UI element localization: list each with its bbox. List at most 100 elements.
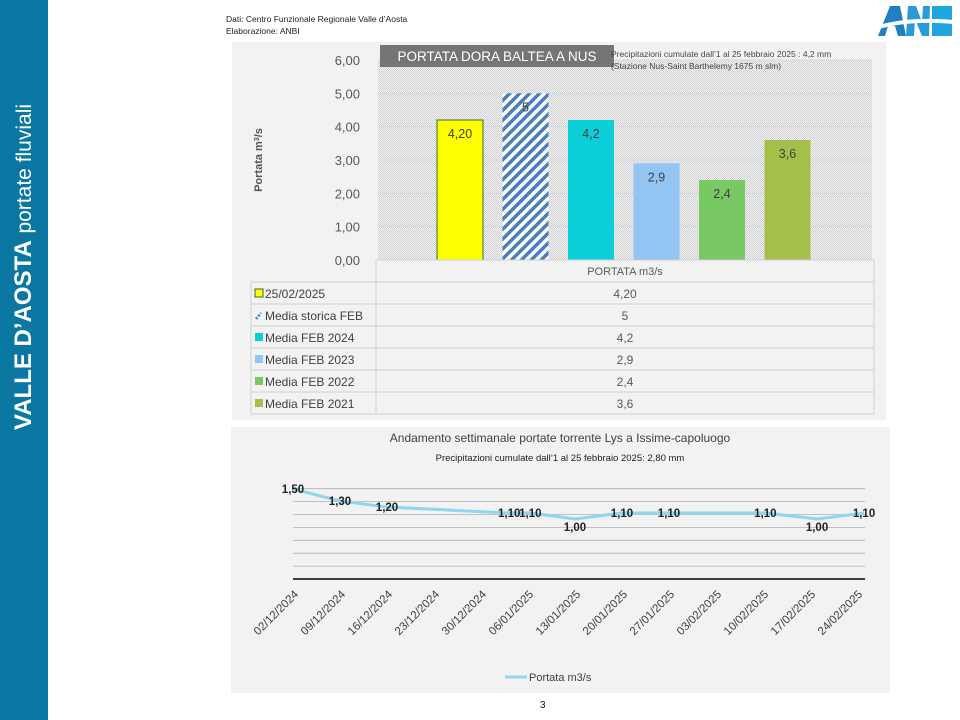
data-point bbox=[816, 518, 818, 520]
point-data-label: 1,10 bbox=[611, 508, 633, 520]
bar bbox=[699, 180, 745, 260]
data-point bbox=[764, 512, 766, 514]
bar bbox=[764, 140, 811, 260]
sidebar-title: VALLE D’AOSTA portate fluviali bbox=[10, 104, 39, 430]
x-tick-label: 17/02/2025 bbox=[769, 589, 818, 638]
table-value: 5 bbox=[622, 309, 629, 323]
table-value: 4,20 bbox=[613, 287, 637, 301]
legend-label: Media FEB 2023 bbox=[265, 353, 355, 367]
legend-label: Media FEB 2021 bbox=[265, 397, 355, 411]
y-tick-label: 4,00 bbox=[335, 120, 360, 135]
x-tick-label: 23/12/2024 bbox=[393, 588, 443, 638]
data-point bbox=[621, 512, 623, 514]
point-data-label: 1,10 bbox=[498, 508, 520, 520]
point-data-label: 1,00 bbox=[806, 522, 828, 534]
bar bbox=[436, 119, 484, 261]
point-data-label: 1,10 bbox=[658, 508, 680, 520]
data-point bbox=[574, 518, 576, 520]
legend-label: 25/02/2025 bbox=[265, 287, 325, 301]
page-number: 3 bbox=[540, 700, 546, 711]
data-point bbox=[339, 500, 341, 502]
legend-label: Media storica FEB bbox=[265, 309, 363, 323]
x-tick-label: 10/02/2025 bbox=[722, 589, 771, 638]
chart-title: PORTATA DORA BALTEA A NUS bbox=[397, 49, 596, 64]
line-chart-title: Andamento settimanale portate torrente L… bbox=[390, 431, 731, 445]
x-tick-label: 20/01/2025 bbox=[581, 589, 630, 638]
x-tick-label: 30/12/2024 bbox=[440, 588, 490, 638]
point-data-label: 1,20 bbox=[376, 502, 398, 514]
bar bbox=[568, 120, 614, 260]
sidebar: VALLE D’AOSTA portate fluviali bbox=[0, 0, 48, 720]
x-tick-label: 13/01/2025 bbox=[534, 589, 583, 638]
y-axis-label: Portata m3/s bbox=[253, 128, 265, 192]
elaboration-line: Elaborazione: ANBI bbox=[226, 26, 300, 36]
y-tick-label: 5,00 bbox=[335, 86, 360, 101]
legend-label: Media FEB 2024 bbox=[265, 331, 355, 345]
chart-title-box bbox=[380, 45, 614, 67]
point-data-label: 1,10 bbox=[754, 508, 776, 520]
table-row: Media FEB 2024 4,2 bbox=[250, 325, 875, 349]
table-row: Media FEB 2021 3,6 bbox=[250, 391, 875, 415]
bar-data-label: 2,9 bbox=[648, 170, 665, 184]
legend-swatch-hatched bbox=[255, 312, 262, 320]
x-tick-label: 27/01/2025 bbox=[628, 589, 677, 638]
table-header: PORTATA m3/s bbox=[587, 266, 663, 278]
line-chart-subtitle: Precipitazioni cumulate dall’1 al 25 feb… bbox=[436, 453, 685, 464]
station-note: (Stazione Nus-Saint Barthelemy 1675 m sl… bbox=[611, 61, 781, 71]
point-data-label: 1,50 bbox=[282, 484, 304, 496]
point-data-label: 1,10 bbox=[519, 508, 541, 520]
line-chart: Andamento settimanale portate torrente L… bbox=[252, 431, 875, 684]
y-tick-label: 1,00 bbox=[335, 220, 360, 235]
line-chart-panel: Andamento settimanale portate torrente L… bbox=[231, 427, 890, 693]
y-axis-label-unit: /s bbox=[253, 128, 265, 137]
data-point bbox=[508, 512, 510, 514]
bar bbox=[502, 93, 549, 260]
bar-data-label: 4,20 bbox=[448, 127, 472, 141]
anbi-logo bbox=[876, 6, 954, 36]
point-data-label: 1,10 bbox=[853, 508, 875, 520]
legend-label: Portata m3/s bbox=[529, 672, 592, 684]
x-tick-label: 06/01/2025 bbox=[487, 589, 536, 638]
table-value: 3,6 bbox=[617, 397, 634, 411]
sidebar-title-region: VALLE D’AOSTA bbox=[10, 240, 37, 430]
table-row: Media FEB 2022 2,4 bbox=[250, 369, 875, 393]
point-data-label: 1,30 bbox=[329, 496, 351, 508]
x-tick-label: 24/02/2025 bbox=[816, 589, 865, 638]
legend-swatch bbox=[255, 399, 263, 407]
legend-label: Media FEB 2022 bbox=[265, 375, 355, 389]
y-tick-label: 3,00 bbox=[335, 153, 360, 168]
precipitation-note: Precipitazioni cumulate dall’1 al 25 feb… bbox=[611, 49, 831, 59]
sidebar-title-subject: portate fluviali bbox=[13, 103, 36, 234]
x-tick-label: 16/12/2024 bbox=[346, 588, 396, 638]
value-cell bbox=[375, 391, 875, 415]
data-point bbox=[292, 488, 294, 490]
bar bbox=[633, 163, 680, 260]
table-value: 2,4 bbox=[617, 375, 634, 389]
bar-data-label: 4,2 bbox=[582, 127, 599, 141]
bar-data-label: 3,6 bbox=[779, 147, 796, 161]
legend-swatch bbox=[254, 288, 264, 298]
x-tick-label: 03/02/2025 bbox=[675, 589, 724, 638]
point-data-label: 1,00 bbox=[564, 522, 586, 534]
table-row: Media FEB 2023 2,9 bbox=[250, 347, 875, 371]
table-value: 4,2 bbox=[617, 331, 634, 345]
legend-swatch bbox=[255, 377, 263, 385]
table-row: Media storica FEB 5 bbox=[250, 303, 875, 327]
data-point bbox=[668, 512, 670, 514]
x-tick-label: 02/12/2024 bbox=[252, 588, 302, 638]
legend-swatch bbox=[255, 355, 263, 363]
y-axis-label-text: Portata m bbox=[253, 141, 265, 192]
data-point bbox=[386, 506, 388, 508]
data-point bbox=[863, 512, 865, 514]
bar-chart-panel: 0,00 1,00 2,00 3,00 4,00 5,00 6,00 4,20 5 4,2 2,9… bbox=[232, 42, 886, 420]
table-row: 25/02/2025 4,20 bbox=[250, 281, 875, 305]
bar-data-label: 2,4 bbox=[713, 187, 730, 201]
table-value: 2,9 bbox=[617, 353, 634, 367]
x-tick-label: 09/12/2024 bbox=[299, 588, 349, 638]
bar-data-label: 5 bbox=[522, 100, 529, 114]
y-axis-label-superscript: 3 bbox=[254, 137, 261, 141]
legend-swatch bbox=[255, 333, 263, 341]
y-tick-label: 0,00 bbox=[335, 253, 360, 268]
bar-chart: 0,00 1,00 2,00 3,00 4,00 5,00 6,00 4,20 5 4,2 2,9… bbox=[250, 45, 875, 415]
y-tick-label: 6,00 bbox=[335, 53, 360, 68]
